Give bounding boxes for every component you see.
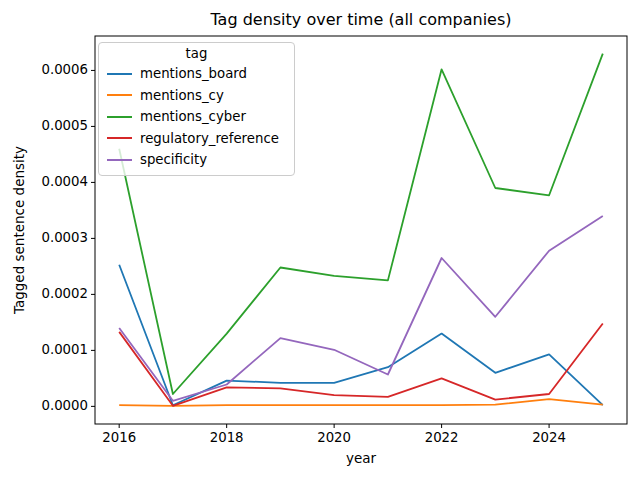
legend-item-mentions-cyber: mentions_cyber — [107, 106, 286, 128]
legend-label-mentions-cyber: mentions_cyber — [140, 109, 246, 124]
legend-label-mentions-cy: mentions_cy — [140, 88, 224, 103]
legend-swatch-mentions-cy — [107, 94, 132, 96]
y-axis-label: Tagged sentence density — [11, 146, 27, 314]
legend-item-mentions-cy: mentions_cy — [107, 85, 286, 107]
legend-label-specificity: specificity — [140, 152, 207, 167]
legend-swatch-specificity — [107, 159, 132, 161]
figure: Tag density over time (all companies) Ta… — [0, 0, 640, 480]
legend-label-regulatory-reference: regulatory_reference — [140, 131, 279, 146]
legend-item-specificity: specificity — [107, 149, 286, 171]
legend-item-mentions-board: mentions_board — [107, 63, 286, 85]
chart-title: Tag density over time (all companies) — [95, 10, 627, 29]
series-line-regulatory_reference — [119, 324, 603, 406]
legend-title: tag — [107, 46, 286, 61]
legend-swatch-mentions-cyber — [107, 116, 132, 118]
legend-swatch-regulatory-reference — [107, 137, 132, 139]
series-line-mentions_board — [119, 265, 603, 406]
legend-label-mentions-board: mentions_board — [140, 66, 247, 81]
legend-swatch-mentions-board — [107, 73, 132, 75]
legend: tag mentions_board mentions_cy mentions_… — [98, 42, 295, 176]
legend-item-regulatory-reference: regulatory_reference — [107, 128, 286, 150]
x-axis-label: year — [95, 450, 627, 466]
plot-area — [0, 0, 640, 480]
